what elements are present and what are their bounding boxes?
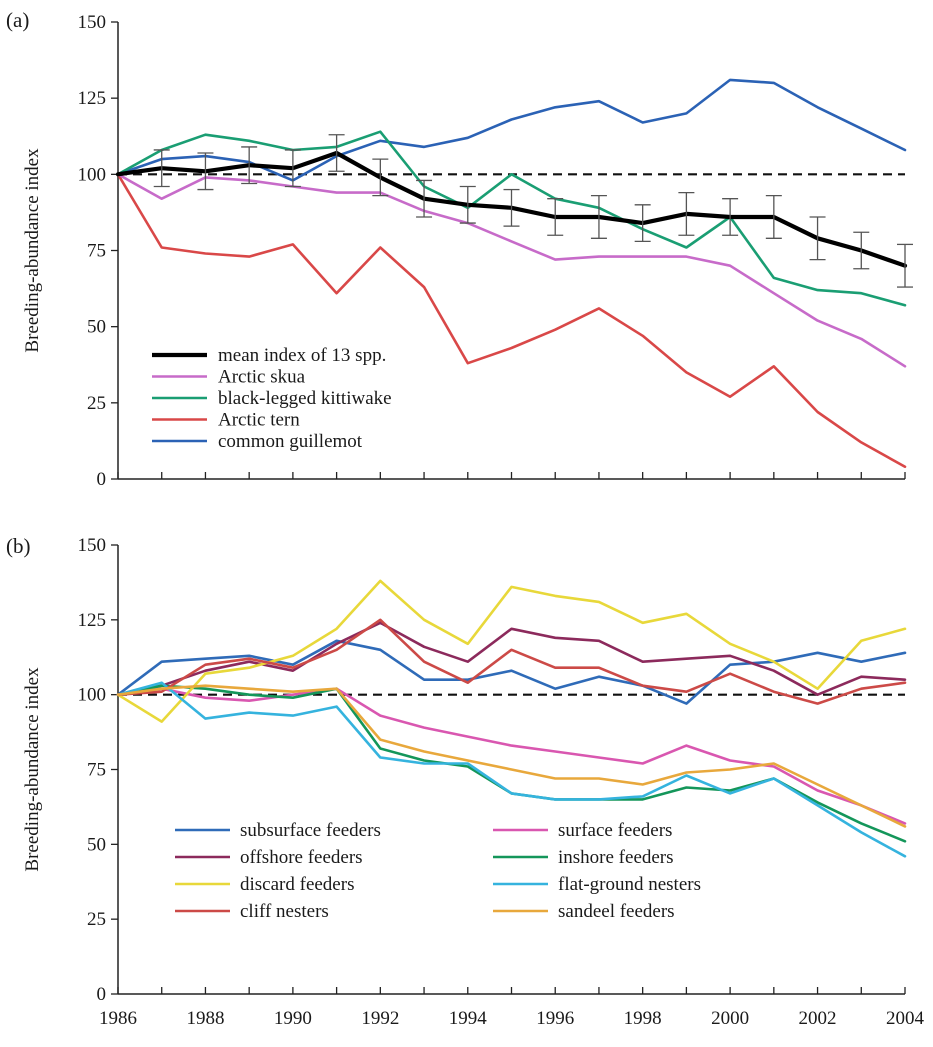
y-tick-label: 50 (87, 834, 106, 855)
x-tick-label: 2004 (886, 1008, 925, 1029)
x-tick-label: 1998 (624, 1008, 662, 1029)
legend-label-arctic-skua: Arctic skua (218, 367, 306, 388)
legend-label-sandeel-feeders: sandeel feeders (558, 901, 675, 922)
error-bar (547, 198, 564, 236)
series-line-surface-feeders (116, 687, 907, 825)
y-tick-label: 0 (97, 469, 107, 490)
y-tick-label: 25 (87, 909, 106, 930)
y-axis-label: Breeding-abundance index (22, 148, 43, 353)
x-tick-label: 2000 (711, 1008, 749, 1029)
panel-a: 0 25 50 75 100 125 150 (a) Breeding-abundance in… (6, 8, 913, 490)
error-bar (590, 195, 607, 239)
error-bar (765, 195, 782, 239)
error-bar (678, 191, 695, 236)
series-line-offshore-feeders (116, 621, 907, 697)
legend-label-flat-ground-nesters: flat-ground nesters (558, 874, 701, 895)
error-bar (197, 152, 214, 191)
error-bar (634, 204, 651, 243)
y-tick-label: 75 (87, 241, 106, 262)
legend-label-cliff-nesters: cliff nesters (240, 901, 329, 922)
series-line-cliff-nesters (116, 618, 907, 705)
error-bar (503, 188, 520, 227)
legend: mean index of 13 spp.Arctic skuablack-le… (152, 345, 392, 452)
legend-label-black-legged-kittiwake: black-legged kittiwake (218, 388, 392, 409)
panel-label: (b) (6, 534, 31, 558)
error-bar (284, 149, 301, 188)
error-bar (416, 179, 433, 218)
legend-label-surface-feeders: surface feeders (558, 820, 672, 841)
legend-label-mean-index-of-13-spp: mean index of 13 spp. (218, 345, 386, 366)
y-tick-label: 100 (78, 164, 107, 185)
legend-label-inshore-feeders: inshore feeders (558, 847, 674, 868)
panel-b: 0 25 50 75 100 125 150 1986 1988 1990 1992 1994 1996… (6, 534, 925, 1029)
x-tick-label: 1988 (186, 1008, 224, 1029)
legend: subsurface feeders surface feeders offshor… (175, 820, 701, 922)
y-tick-label: 0 (97, 984, 107, 1005)
legend-label-discard-feeders: discard feeders (240, 874, 354, 895)
y-tick-label: 125 (78, 610, 107, 631)
x-tick-label: 1992 (361, 1008, 399, 1029)
series-line-flat-ground-nesters (116, 681, 907, 858)
y-tick-label: 100 (78, 685, 107, 706)
x-tick-label: 1990 (274, 1008, 312, 1029)
error-bar (241, 146, 258, 185)
panel-label: (a) (6, 8, 29, 32)
y-tick-label: 150 (78, 535, 107, 556)
error-bar (853, 231, 870, 270)
x-tick-label: 1996 (536, 1008, 574, 1029)
series-line-sandeel-feeders (116, 684, 907, 828)
legend-label-arctic-tern: Arctic tern (218, 410, 300, 431)
series-line-arctic-tern (116, 173, 907, 469)
series-line-inshore-feeders (116, 684, 907, 843)
y-tick-label: 125 (78, 88, 107, 109)
series-line-discard-feeders (116, 579, 907, 723)
y-tick-label: 50 (87, 317, 106, 338)
x-tick-label: 1994 (449, 1008, 488, 1029)
series-line-black-legged-kittiwake (116, 130, 907, 307)
y-tick-label: 75 (87, 760, 106, 781)
y-axis-label: Breeding-abundance index (22, 667, 43, 872)
error-bar (459, 185, 476, 224)
y-tick-label: 150 (78, 12, 107, 33)
error-bar (722, 198, 739, 236)
error-bar (809, 216, 826, 261)
x-tick-label: 1986 (99, 1008, 137, 1029)
legend-label-common-guillemot: common guillemot (218, 431, 363, 452)
error-bar (153, 149, 170, 188)
x-tick-label: 2002 (799, 1008, 837, 1029)
y-tick-label: 25 (87, 393, 106, 414)
error-bar (372, 158, 389, 197)
legend-label-subsurface-feeders: subsurface feeders (240, 820, 381, 841)
error-bar (328, 134, 345, 172)
legend-label-offshore-feeders: offshore feeders (240, 847, 363, 868)
error-bar (897, 243, 913, 288)
